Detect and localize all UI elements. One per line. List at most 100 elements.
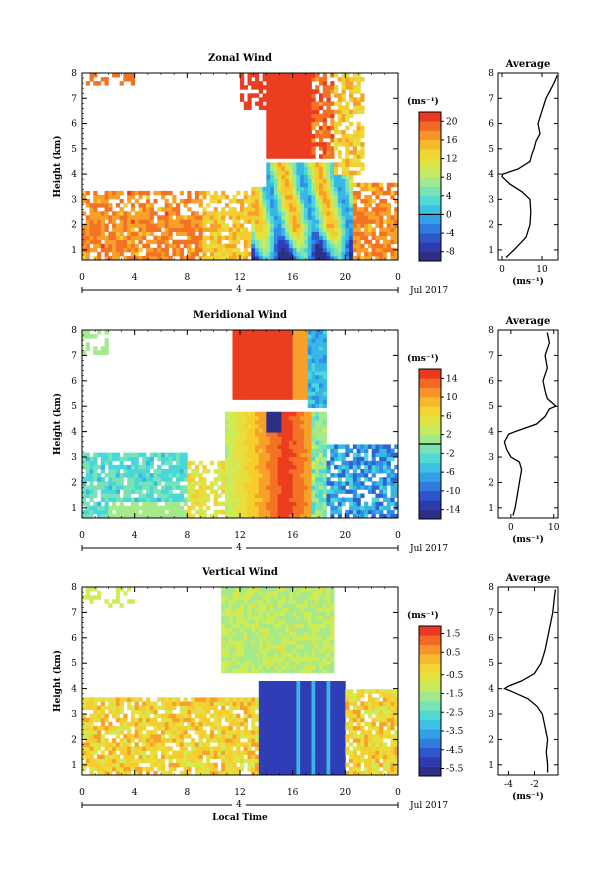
heatmap-cell	[213, 215, 218, 220]
heatmap-cell	[217, 247, 222, 253]
heatmap-cell	[224, 750, 230, 755]
heatmap-cell	[243, 374, 248, 380]
colorbar-tick-label: 4	[446, 192, 452, 202]
heatmap-cell	[206, 742, 211, 747]
heatmap-cell	[364, 448, 369, 454]
heatmap-cell	[221, 623, 226, 629]
heatmap-cell	[240, 346, 245, 351]
heatmap-cell	[300, 125, 305, 131]
heatmap-cell	[292, 505, 297, 511]
heatmap-cell	[300, 121, 305, 127]
heatmap-cell	[371, 219, 376, 224]
heatmap-cell	[266, 513, 271, 519]
heatmap-cell	[307, 215, 312, 220]
heatmap-cell	[390, 227, 395, 232]
average-frame	[497, 329, 559, 519]
heatmap-cell	[266, 166, 271, 171]
heatmap-cell	[315, 215, 320, 220]
heatmap-cell	[315, 330, 320, 335]
heatmap-cell	[319, 142, 324, 147]
heatmap-cell	[326, 235, 331, 241]
heatmap-cell	[224, 599, 230, 604]
heatmap-cell	[145, 456, 151, 462]
heatmap-cell	[303, 251, 309, 257]
heatmap-cell	[232, 664, 237, 670]
heatmap-cell	[82, 477, 87, 482]
heatmap-cell	[266, 170, 271, 176]
heatmap-cell	[112, 223, 117, 228]
heatmap-cell	[386, 203, 391, 208]
heatmap-cell	[164, 190, 169, 196]
heatmap-cell	[153, 513, 158, 519]
heatmap-cell	[349, 251, 354, 257]
heatmap-cell	[273, 493, 279, 498]
heatmap-cell	[303, 121, 309, 127]
heatmap-cell	[206, 235, 211, 241]
heatmap-cell	[300, 162, 305, 167]
heatmap-cell	[142, 227, 147, 232]
heatmap-cell	[251, 395, 256, 400]
heatmap-cell	[255, 342, 260, 347]
heatmap-cell	[183, 701, 188, 706]
heatmap-cell	[266, 350, 271, 355]
heatmap-cell	[97, 235, 102, 241]
heatmap-cell	[119, 603, 124, 608]
heatmap-cell	[100, 701, 105, 706]
heatmap-cell	[394, 255, 399, 261]
heatmap-cell	[300, 460, 305, 466]
heatmap-cell	[315, 170, 320, 176]
heatmap-cell	[221, 509, 226, 515]
heatmap-cell	[85, 468, 90, 474]
heatmap-cell	[191, 211, 196, 216]
y-tick-label: 6	[71, 377, 77, 387]
heatmap-cell	[255, 231, 260, 237]
heatmap-cell	[352, 89, 358, 94]
colorbar-tick-label: 0	[446, 210, 452, 220]
heatmap-cell	[341, 464, 346, 470]
heatmap-cell	[89, 701, 94, 706]
x-tick-label: 0	[79, 531, 85, 541]
heatmap-cell	[319, 129, 324, 135]
heatmap-cell	[115, 203, 121, 208]
heatmap-cell	[134, 219, 139, 224]
heatmap-cell	[247, 387, 252, 392]
heatmap-cell	[292, 362, 297, 368]
heatmap-cell	[258, 101, 263, 106]
heatmap-cell	[168, 215, 173, 220]
heatmap-cell	[228, 481, 233, 486]
heatmap-cell	[315, 497, 320, 503]
heatmap-cell	[273, 174, 279, 180]
heatmap-cell	[97, 223, 102, 228]
heatmap-cell	[341, 194, 346, 200]
heatmap-cell	[394, 477, 399, 482]
heatmap-cell	[356, 509, 361, 515]
heatmap-cell	[191, 721, 196, 727]
heatmap-cell	[93, 227, 98, 232]
heatmap-cell	[100, 219, 105, 224]
heatmap-cell	[262, 354, 267, 360]
heatmap-cell	[345, 138, 350, 143]
heatmap-cell	[364, 194, 369, 200]
heatmap-cell	[375, 239, 380, 245]
heatmap-cell	[352, 497, 358, 503]
heatmap-cell	[270, 338, 275, 343]
heatmap-cell	[172, 766, 177, 772]
heatmap-cell	[322, 387, 327, 392]
heatmap-cell	[127, 485, 132, 490]
heatmap-cell	[315, 379, 320, 384]
heatmap-cell	[115, 730, 121, 735]
colorbar-band	[419, 425, 441, 435]
heatmap-cell	[209, 199, 215, 204]
heatmap-cell	[149, 215, 154, 220]
heatmap-cell	[85, 742, 90, 747]
heatmap-cell	[281, 452, 286, 458]
heatmap-cell	[285, 223, 290, 228]
heatmap-cell	[288, 468, 294, 474]
heatmap-cell	[232, 485, 237, 490]
heatmap-cell	[292, 101, 297, 106]
heatmap-cell	[285, 395, 290, 400]
heatmap-cell	[251, 239, 256, 245]
heatmap-cell	[232, 251, 237, 257]
heatmap-cell	[138, 493, 143, 498]
heatmap-cell	[307, 387, 312, 392]
